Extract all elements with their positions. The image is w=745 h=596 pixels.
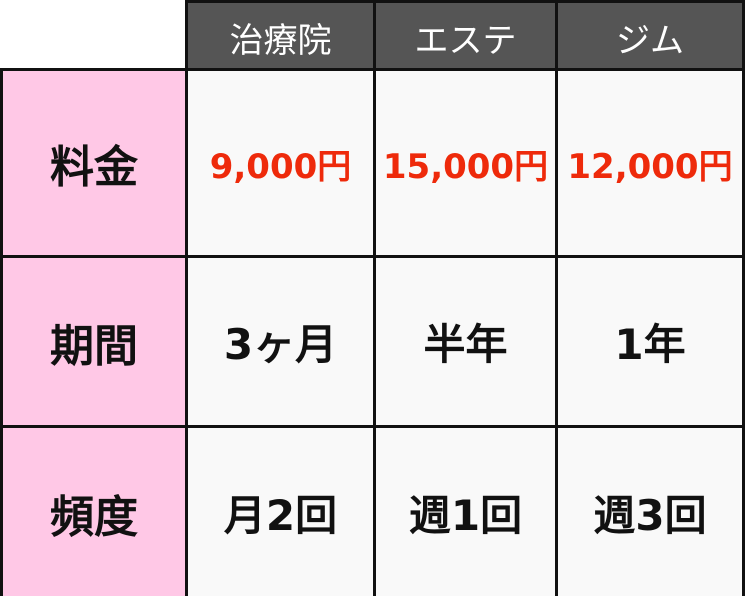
period-clinic: 3ヶ月 xyxy=(185,255,376,428)
header-gym: ジム xyxy=(555,0,745,72)
frequency-gym: 週3回 xyxy=(555,425,745,596)
row-label-frequency: 頻度 xyxy=(0,425,188,596)
frequency-esthetic: 週1回 xyxy=(373,425,558,596)
row-label-period: 期間 xyxy=(0,255,188,428)
period-esthetic: 半年 xyxy=(373,255,558,428)
header-clinic: 治療院 xyxy=(185,0,376,72)
row-label-price: 料金 xyxy=(0,68,188,258)
frequency-clinic: 月2回 xyxy=(185,425,376,596)
price-esthetic: 15,000円 xyxy=(373,68,558,258)
period-gym: 1年 xyxy=(555,255,745,428)
price-gym: 12,000円 xyxy=(555,68,745,258)
price-clinic: 9,000円 xyxy=(185,68,376,258)
header-esthetic: エステ xyxy=(373,0,558,72)
